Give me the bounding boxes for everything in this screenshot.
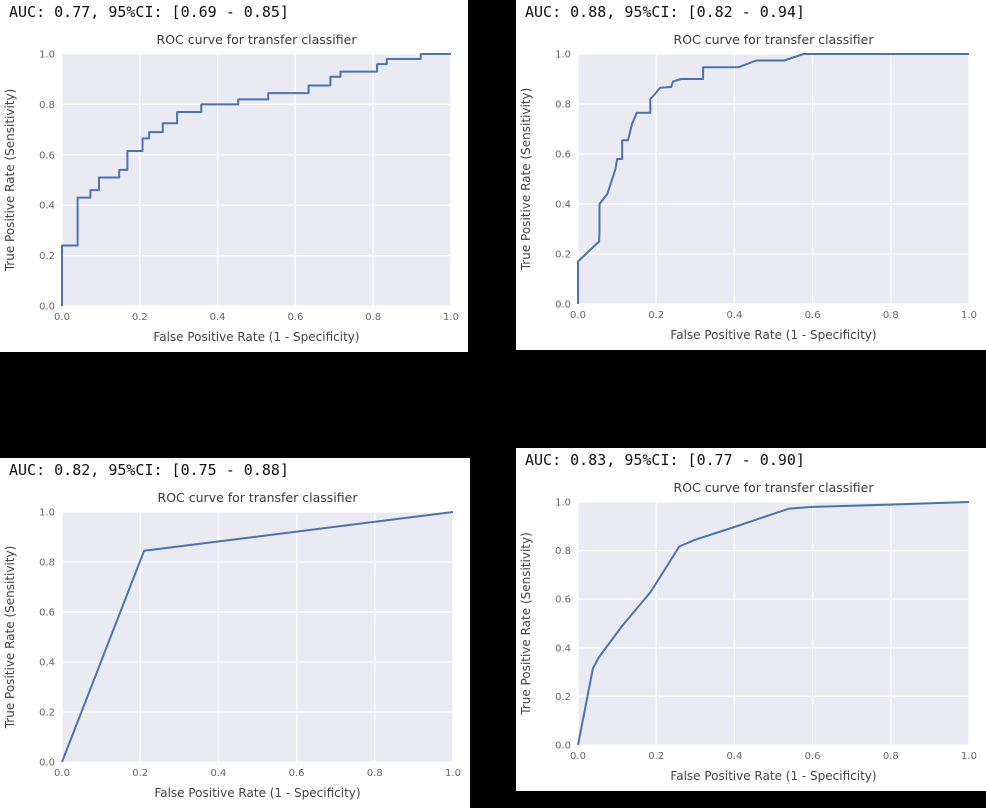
chart-title: ROC curve for transfer classifier <box>158 490 359 505</box>
y-tick-label: 0.6 <box>555 150 571 161</box>
x-tick-label: 0.8 <box>365 312 381 323</box>
plot-area <box>62 512 453 762</box>
auc-annotation: AUC: 0.82, 95%CI: [0.75 - 0.88] <box>9 461 289 479</box>
y-tick-label: 1.0 <box>39 50 55 61</box>
x-tick-label: 0.4 <box>726 751 742 762</box>
roc-curve <box>577 53 969 304</box>
x-tick-label: 0.6 <box>805 310 821 321</box>
x-tick-label: 1.0 <box>445 768 461 779</box>
y-axis-label: True Positive Rate (Sensitivity) <box>519 532 533 716</box>
y-tick-label: 1.0 <box>555 50 571 61</box>
x-tick-label: 0.0 <box>54 312 70 323</box>
y-axis-label: True Positive Rate (Sensitivity) <box>519 88 533 272</box>
roc-panel-bottom-right: AUC: 0.83, 95%CI: [0.77 - 0.90] 0.0 0.2 0.… <box>516 448 986 791</box>
y-tick-label: 0.6 <box>555 595 571 606</box>
x-tick-label: 0.0 <box>570 310 586 321</box>
x-tick-label: 0.4 <box>210 312 226 323</box>
y-tick-label: 1.0 <box>555 498 571 509</box>
x-axis-label: False Positive Rate (1 - Specificity) <box>670 769 876 783</box>
y-tick-label: 1.0 <box>39 508 55 519</box>
y-tick-label: 0.6 <box>39 608 55 619</box>
roc-panel-bottom-left: AUC: 0.82, 95%CI: [0.75 - 0.88] 0.0 0.2 0.… <box>0 458 470 808</box>
x-tick-label: 0.8 <box>367 768 383 779</box>
y-tick-label: 0.0 <box>39 758 55 769</box>
x-axis-label: False Positive Rate (1 - Specificity) <box>670 328 876 342</box>
x-tick-label: 1.0 <box>443 312 459 323</box>
x-tick-label: 0.0 <box>54 768 70 779</box>
plot-area <box>578 502 969 745</box>
y-tick-label: 0.8 <box>555 100 571 111</box>
x-tick-label: 0.4 <box>210 768 226 779</box>
y-tick-label: 0.0 <box>555 300 571 311</box>
y-tick-label: 0.8 <box>555 546 571 557</box>
x-axis-label: False Positive Rate (1 - Specificity) <box>153 330 359 344</box>
x-tick-label: 0.8 <box>883 310 899 321</box>
plot-area <box>62 54 451 306</box>
y-tick-label: 0.0 <box>39 302 55 313</box>
x-tick-label: 0.0 <box>570 751 586 762</box>
x-tick-label: 0.8 <box>883 751 899 762</box>
roc-chart-bottom-right: 0.0 0.2 0.4 0.6 0.8 1.0 0.0 0.2 0.4 0.6 0.8 1.0 ROC … <box>519 480 977 783</box>
roc-panel-top-left: AUC: 0.77, 95%CI: [0.69 - 0.85] 0.0 0.2 0.… <box>0 0 468 352</box>
x-tick-label: 0.2 <box>132 312 148 323</box>
y-axis-label: True Positive Rate (Sensitivity) <box>3 89 17 273</box>
y-tick-label: 0.2 <box>555 692 571 703</box>
x-tick-label: 0.2 <box>648 751 664 762</box>
auc-annotation: AUC: 0.77, 95%CI: [0.69 - 0.85] <box>9 3 289 21</box>
roc-curve <box>61 53 451 306</box>
y-tick-label: 0.8 <box>39 100 55 111</box>
y-tick-label: 0.4 <box>39 658 55 669</box>
roc-panel-top-right: AUC: 0.88, 95%CI: [0.82 - 0.94] 0.0 0.2 0.… <box>516 0 986 350</box>
x-tick-label: 0.6 <box>287 312 303 323</box>
roc-chart-top-right: 0.0 0.2 0.4 0.6 0.8 1.0 0.0 0.2 0.4 0.6 0.8 1.0 ROC … <box>519 32 977 342</box>
x-tick-label: 1.0 <box>961 310 977 321</box>
roc-curve <box>577 501 970 746</box>
x-tick-label: 0.4 <box>726 310 742 321</box>
y-tick-label: 0.2 <box>39 708 55 719</box>
y-tick-label: 0.4 <box>555 200 571 211</box>
chart-title: ROC curve for transfer classifier <box>674 32 875 47</box>
chart-title: ROC curve for transfer classifier <box>157 32 358 47</box>
auc-annotation: AUC: 0.88, 95%CI: [0.82 - 0.94] <box>525 3 805 21</box>
x-axis-label: False Positive Rate (1 - Specificity) <box>154 786 360 800</box>
chart-title: ROC curve for transfer classifier <box>674 480 875 495</box>
x-tick-label: 1.0 <box>961 751 977 762</box>
y-tick-label: 0.4 <box>39 201 55 212</box>
y-tick-label: 0.0 <box>555 741 571 752</box>
y-tick-label: 0.8 <box>39 558 55 569</box>
x-tick-label: 0.6 <box>805 751 821 762</box>
y-tick-label: 0.4 <box>555 643 571 654</box>
roc-chart-bottom-left: 0.0 0.2 0.4 0.6 0.8 1.0 0.0 0.2 0.4 0.6 0.8 1.0 ROC … <box>3 490 461 800</box>
y-tick-label: 0.2 <box>39 251 55 262</box>
plot-area <box>578 54 969 304</box>
x-tick-label: 0.2 <box>648 310 664 321</box>
y-axis-label: True Positive Rate (Sensitivity) <box>3 546 17 730</box>
roc-chart-top-left: 0.0 0.2 0.4 0.6 0.8 1.0 0.0 0.2 0.4 0.6 0.8 1.0 ROC … <box>3 32 459 344</box>
y-tick-label: 0.6 <box>39 150 55 161</box>
y-tick-label: 0.2 <box>555 250 571 261</box>
x-tick-label: 0.6 <box>289 768 305 779</box>
auc-annotation: AUC: 0.83, 95%CI: [0.77 - 0.90] <box>525 451 805 469</box>
x-tick-label: 0.2 <box>132 768 148 779</box>
roc-curve <box>61 511 454 763</box>
